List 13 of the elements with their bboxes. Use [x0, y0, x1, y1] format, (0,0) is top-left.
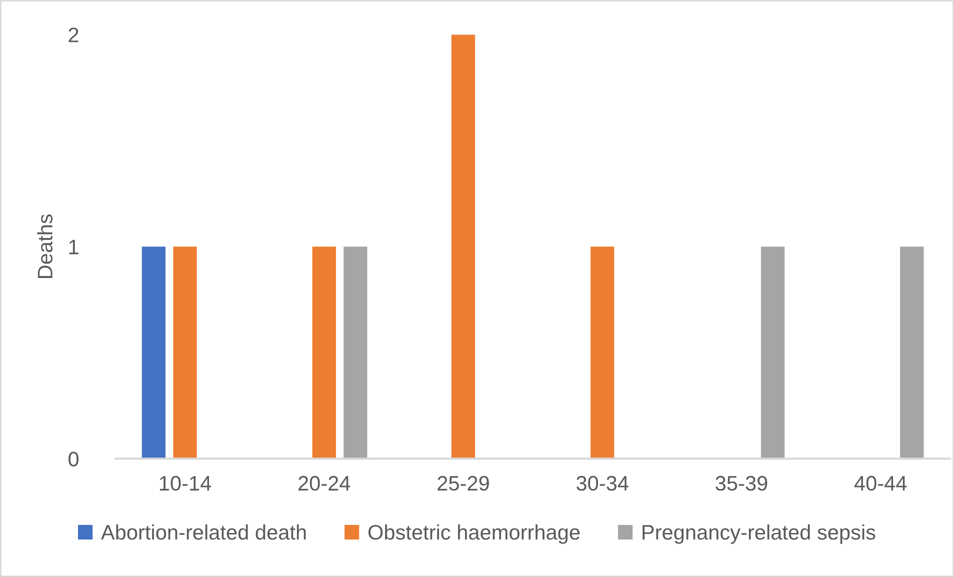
legend-label: Pregnancy-related sepsis [642, 524, 876, 544]
legend-label: Obstetric haemorrhage [368, 524, 580, 544]
x-tick-label: 20-24 [298, 476, 350, 491]
y-tick-label: 2 [68, 28, 78, 42]
y-axis-title: Deaths [37, 214, 53, 278]
x-tick-label: 30-34 [576, 476, 628, 491]
x-tick-label: 10-14 [160, 476, 212, 491]
x-tick-label: 25-29 [438, 476, 489, 491]
legend-label: Abortion-related death [100, 524, 306, 540]
y-tick-label: 1 [69, 240, 78, 254]
x-tick-label: 40-44 [854, 476, 907, 491]
x-tick-label: 35-39 [716, 476, 768, 491]
y-tick-label: 0 [68, 452, 79, 466]
